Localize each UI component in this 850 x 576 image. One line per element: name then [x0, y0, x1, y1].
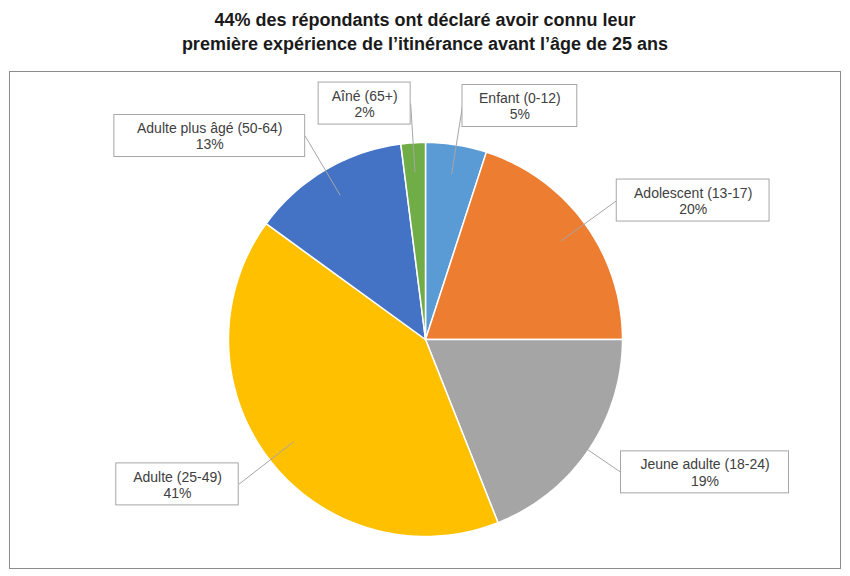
svg-text:Adulte plus âgé (50-64)13%: Adulte plus âgé (50-64)13% [137, 120, 283, 152]
html-text:44% des répondants ont déclaré: 44% des répondants ont déclaré avoir con… [181, 10, 669, 54]
svg-text:Enfant (0-12)5%: Enfant (0-12)5% [479, 90, 561, 122]
svg-text:Aîné (65+)2%: Aîné (65+)2% [332, 88, 398, 120]
svg-text:Jeune adulte (18-24)19%: Jeune adulte (18-24)19% [640, 456, 769, 488]
svg-text:Adolescent (13-17)20%: Adolescent (13-17)20% [634, 185, 752, 217]
svg-text:Adulte (25-49)41%: Adulte (25-49)41% [133, 468, 222, 500]
